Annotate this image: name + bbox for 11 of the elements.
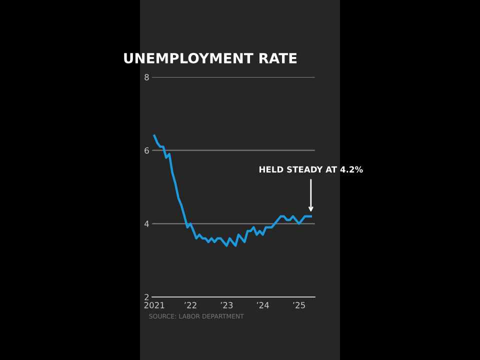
x-tick-label: 2021 bbox=[144, 302, 164, 308]
x-tick-label: ’24 bbox=[256, 302, 269, 308]
y-tick-label: 8 bbox=[144, 74, 149, 80]
y-tick-label: 2 bbox=[144, 294, 149, 300]
x-tick-label: ’23 bbox=[220, 302, 233, 308]
chart-title: UNEMPLOYMENT RATE bbox=[124, 52, 297, 64]
x-tick-label: ’25 bbox=[293, 302, 305, 308]
y-tick-label: 4 bbox=[144, 220, 149, 227]
annotation: HELD STEADY AT 4.2% bbox=[259, 166, 363, 173]
y-tick-label: 6 bbox=[144, 147, 149, 154]
x-tick-label: ’22 bbox=[184, 302, 196, 308]
